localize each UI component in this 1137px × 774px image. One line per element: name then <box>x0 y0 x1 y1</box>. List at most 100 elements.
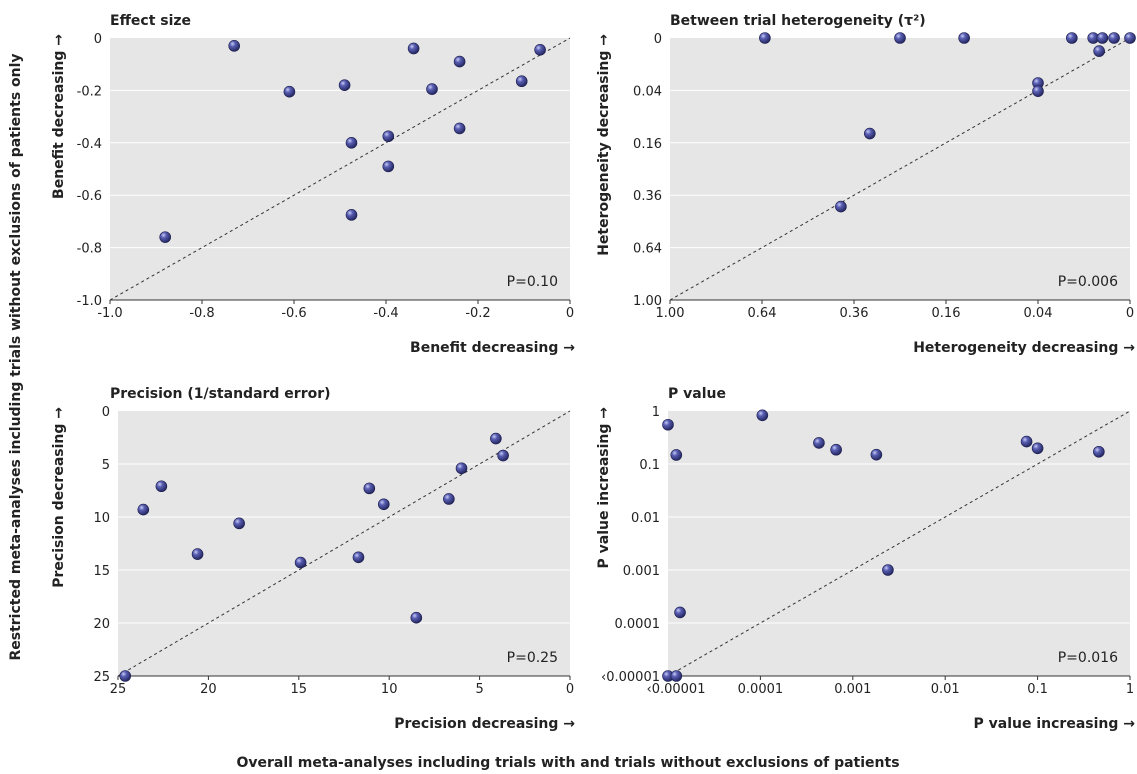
y-axis-label: Benefit decreasing → <box>51 34 67 199</box>
data-point <box>119 670 132 682</box>
data-point <box>159 231 171 243</box>
x-tick-label: 0.01 <box>931 682 960 697</box>
x-tick-label: 15 <box>291 682 308 697</box>
x-tick-label: -0.8 <box>189 306 214 321</box>
data-point <box>443 493 455 505</box>
data-point <box>1032 85 1044 97</box>
data-point <box>377 498 390 511</box>
panel-title: Between trial heterogeneity (τ²) <box>670 13 926 29</box>
y-tick-label: 0.1 <box>639 458 660 473</box>
x-axis-label: Heterogeneity decreasing → <box>913 340 1135 356</box>
data-point <box>515 75 528 88</box>
data-point <box>155 480 168 493</box>
x-tick-label: 0.04 <box>1024 306 1053 321</box>
x-tick-label: 0.001 <box>834 682 871 697</box>
x-tick-label: 20 <box>200 682 217 697</box>
x-tick-label: -0.4 <box>373 306 398 321</box>
data-point <box>958 32 970 44</box>
panel-p-value: P value ‹0.00001 0.0001 0.001 0.01 0.1 1 1 0.1 0.… <box>596 386 1135 732</box>
panel-effect-size: Effect size -1.0 -0.8 -0.6 -0.4 -0.2 0 0 -0.2 -0.… <box>51 13 575 356</box>
x-tick-label: ‹0.00001 <box>647 682 706 697</box>
y-axis-label: P value increasing → <box>596 407 612 569</box>
data-point <box>453 55 466 68</box>
panel-heterogeneity: Between trial heterogeneity (τ²) 1.00 0.64… <box>596 13 1136 356</box>
data-point <box>497 449 509 462</box>
y-axis-label: Heterogeneity decreasing → <box>596 34 612 256</box>
data-point <box>813 437 825 449</box>
plot-background <box>118 411 570 676</box>
y-tick-label: ‹0.00001 <box>601 670 660 685</box>
data-point <box>756 409 769 422</box>
data-point <box>228 40 240 52</box>
data-point <box>410 611 423 624</box>
y-outer-label: Restricted meta-analyses including trial… <box>8 53 24 660</box>
p-value-annotation: P=0.006 <box>1058 274 1118 290</box>
x-tick-label: 0.64 <box>748 306 777 321</box>
y-tick-label: 0.36 <box>633 189 662 204</box>
panel-title: Precision (1/standard error) <box>110 386 331 402</box>
data-point <box>1093 45 1105 57</box>
data-point <box>407 42 420 55</box>
y-tick-label: 0.001 <box>623 564 660 579</box>
data-point <box>1066 32 1078 44</box>
y-tick-label: 1 <box>652 405 660 420</box>
x-tick-label: 0 <box>566 682 574 697</box>
data-point <box>338 79 351 91</box>
y-tick-label: 5 <box>102 458 110 473</box>
y-tick-label: -1.0 <box>77 294 102 309</box>
data-point <box>137 503 150 516</box>
data-point <box>426 83 438 95</box>
data-point <box>1124 32 1136 44</box>
panel-precision: Precision (1/standard error) 25 20 15 10 5 0 0 5… <box>51 386 575 732</box>
x-tick-label: 1 <box>1126 682 1134 697</box>
data-point <box>1031 442 1044 455</box>
data-point <box>294 556 307 569</box>
x-tick-label: -0.2 <box>465 306 490 321</box>
data-point <box>345 209 358 221</box>
x-tick-label: 0.16 <box>932 306 961 321</box>
y-tick-label: 0.16 <box>633 137 662 152</box>
data-point <box>670 670 683 682</box>
p-value-annotation: P=0.016 <box>1058 650 1118 666</box>
data-point <box>455 462 468 475</box>
y-tick-label: 0.01 <box>631 511 660 526</box>
y-tick-label: 0.0001 <box>615 617 661 632</box>
x-tick-label: 5 <box>475 682 483 697</box>
data-point <box>670 449 683 461</box>
x-tick-label: 0 <box>566 306 574 321</box>
x-tick-label: 1.00 <box>656 306 685 321</box>
data-point <box>490 432 502 445</box>
data-point <box>863 127 876 140</box>
data-point <box>835 200 847 213</box>
y-tick-label: 0 <box>102 405 110 420</box>
x-axis-label: Precision decreasing → <box>394 716 575 732</box>
y-tick-label: 25 <box>93 670 110 685</box>
data-point <box>453 122 466 135</box>
y-tick-label: -0.8 <box>77 242 102 257</box>
y-tick-label: -0.4 <box>77 137 102 152</box>
data-point <box>662 418 674 431</box>
y-tick-label: 10 <box>93 511 110 526</box>
data-point <box>674 606 686 619</box>
y-tick-label: -0.2 <box>77 84 102 99</box>
p-value-annotation: P=0.10 <box>507 274 558 290</box>
y-tick-label: 0.64 <box>633 242 662 257</box>
p-value-annotation: P=0.25 <box>507 650 558 666</box>
identity-line <box>109 37 571 301</box>
y-tick-label: 1.00 <box>633 294 662 309</box>
x-axis-label: P value increasing → <box>974 716 1136 732</box>
x-tick-label: 0 <box>1126 306 1134 321</box>
data-point <box>382 130 395 143</box>
x-tick-label: 25 <box>110 682 127 697</box>
panel-title: P value <box>668 386 726 402</box>
x-tick-label: 0.0001 <box>738 682 784 697</box>
y-axis-label: Precision decreasing → <box>51 407 67 588</box>
data-point <box>534 43 546 56</box>
data-point <box>233 517 245 530</box>
data-point <box>1093 445 1105 458</box>
identity-line <box>667 410 1131 677</box>
x-tick-label: 0.1 <box>1027 682 1048 697</box>
data-point <box>382 160 395 173</box>
data-point <box>363 482 376 495</box>
